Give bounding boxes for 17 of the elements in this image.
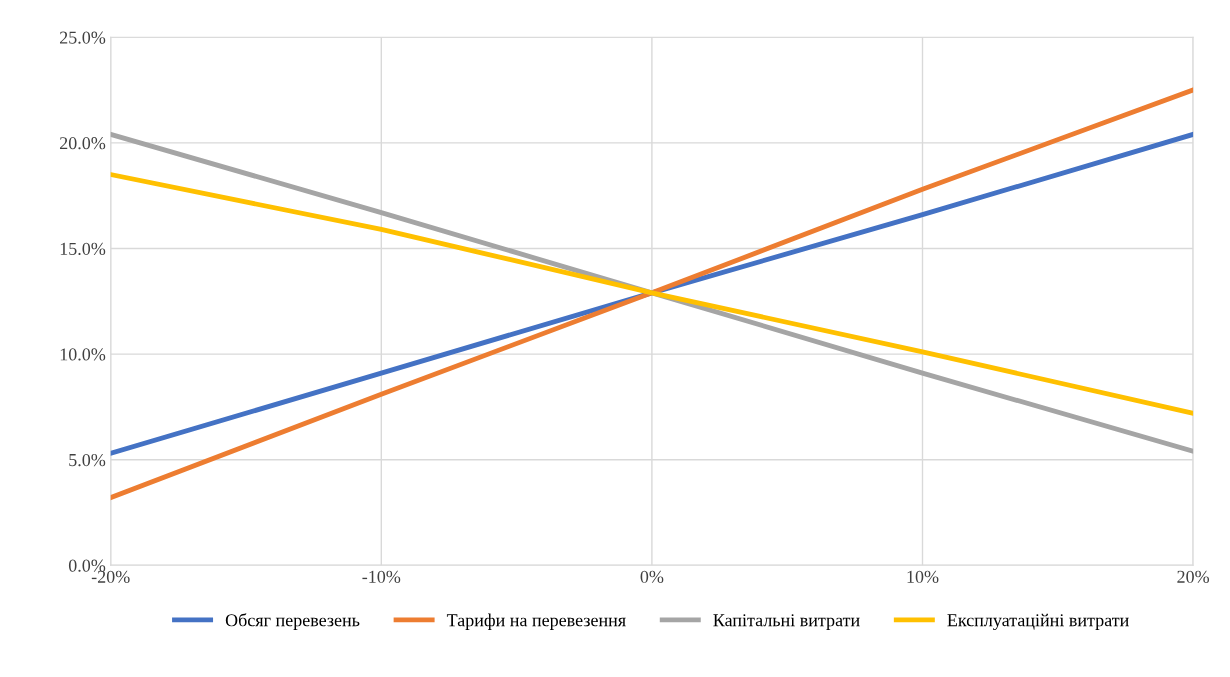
y-tick-label: 25.0%	[59, 31, 106, 44]
x-tick-label: -20%	[91, 570, 130, 583]
x-tick-label: -10%	[362, 570, 401, 583]
y-tick-label: 0.0%	[68, 559, 106, 572]
y-tick-label: 10.0%	[60, 348, 106, 361]
legend-label: Капітальні витрати	[713, 614, 860, 630]
line-series	[110, 172, 1194, 416]
legend-label: Обсяг перевезень	[225, 613, 360, 630]
x-tick-label: 10%	[907, 570, 939, 583]
y-tick-label: 15.0%	[60, 242, 106, 255]
y-tick-label: 20.0%	[59, 137, 106, 150]
x-tick-label: 20%	[1177, 570, 1210, 583]
line-series	[110, 87, 1194, 501]
x-tick-label: 0%	[640, 570, 664, 583]
y-tick-label: 5.0%	[69, 453, 106, 467]
legend-label: Експлуатаційні витрати	[947, 613, 1129, 631]
legend-label: Тарифи на перевезення	[446, 613, 626, 630]
